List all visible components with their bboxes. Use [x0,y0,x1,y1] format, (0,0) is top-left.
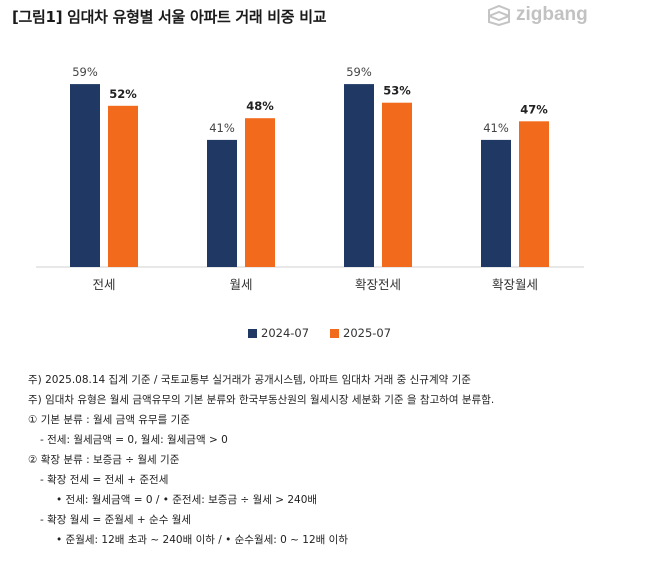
bar [207,139,237,267]
note-line: - 확장 월세 = 준월세 + 순수 월세 [40,514,192,526]
data-label: 41% [209,121,235,135]
bar [245,118,275,267]
category-label: 확장전세 [355,277,401,292]
note-line: 주) 임대차 유형은 월세 금액유무의 기본 분류와 한국부동산원의 월세시장 … [28,394,495,406]
data-label: 59% [72,65,98,79]
legend-swatch [330,329,339,338]
data-label: 48% [246,99,274,113]
bar [344,84,374,267]
note-line: - 전세: 월세금액 = 0, 월세: 월세금액 > 0 [40,434,228,446]
category-label: 전세 [92,277,115,292]
chart-title: [그림1] 임대차 유형별 서울 아파트 거래 비중 비교 [12,8,327,26]
data-label: 47% [520,102,548,116]
logo-text: zigbang [516,4,588,25]
notes-block: 주) 2025.08.14 집계 기준 / 국토교통부 실거래가 공개시스템, … [28,370,494,550]
bar [519,121,549,267]
note-line: - 확장 전세 = 전세 + 준전세 [40,474,169,486]
legend-swatch [248,329,257,338]
category-label: 월세 [229,277,252,292]
legend-label: 2025-07 [343,326,391,340]
note-line: • 전세: 월세금액 = 0 / • 준전세: 보증금 ÷ 월세 > 240배 [56,494,318,506]
zigbang-logo-icon [488,4,510,26]
data-label: 52% [109,87,137,101]
chart-area: 59% 52% 전세 41% 48% 월세 59% 53% 확장전세 41% 47% 확장월세 2024… [0,40,658,360]
bar [108,105,138,267]
note-line: ② 확장 분류 : 보증금 ÷ 월세 기준 [28,454,180,466]
data-label: 53% [383,84,411,98]
bar [70,84,100,267]
bar [382,102,412,267]
legend-label: 2024-07 [261,326,309,340]
category-label: 확장월세 [492,277,538,292]
bar-chart: 59% 52% 전세 41% 48% 월세 59% 53% 확장전세 41% 47% 확장월세 2024… [36,65,584,340]
brand-logo: zigbang [486,4,588,26]
note-line: 주) 2025.08.14 집계 기준 / 국토교통부 실거래가 공개시스템, … [28,374,471,386]
data-label: 41% [483,121,509,135]
note-line: • 준월세: 12배 초과 ~ 240배 이하 / • 순수월세: 0 ~ 12… [56,534,348,546]
data-label: 59% [346,65,372,79]
bar [481,139,511,267]
note-line: ① 기본 분류 : 월세 금액 유무를 기준 [28,414,190,426]
